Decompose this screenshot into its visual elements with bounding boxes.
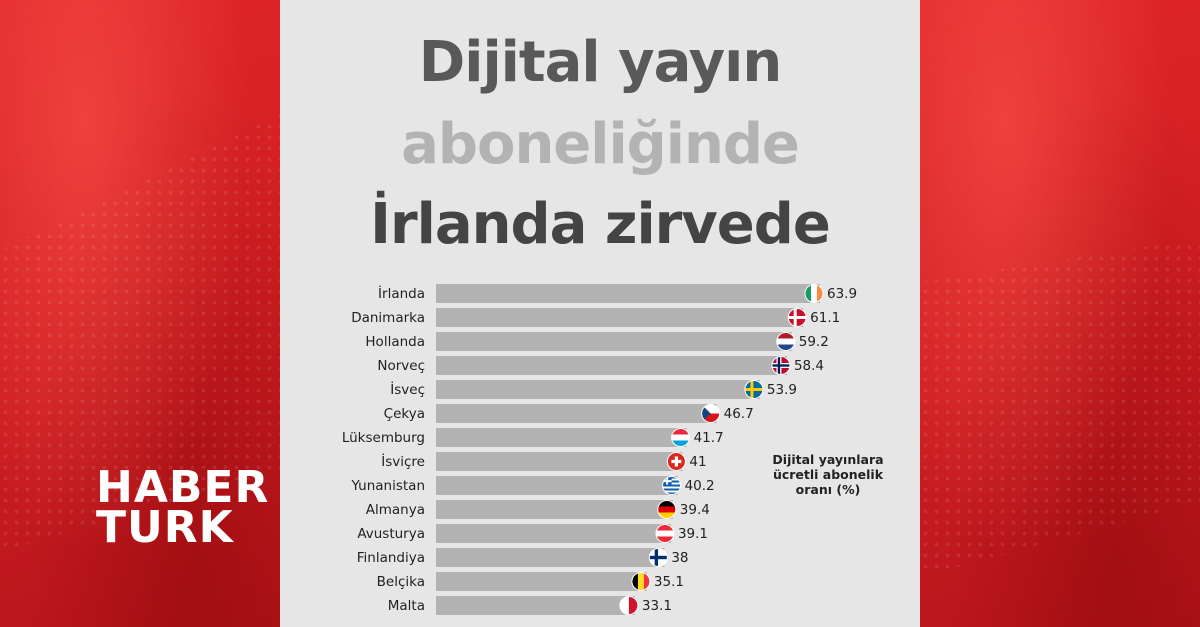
chart-title-line2: aboneliğinde [401,112,800,177]
bar [436,356,787,375]
halftone-pattern [920,238,1200,577]
belgium-flag-icon [631,572,651,591]
value-label: 63.9 [827,286,857,302]
value-label: 41.7 [694,430,724,446]
value-label: 46.7 [724,406,754,422]
category-label: Hollanda [365,334,425,350]
category-label: Çekya [384,406,425,422]
value-label: 61.1 [810,310,840,326]
value-label: 33.1 [642,598,672,614]
value-label: 39.4 [680,502,710,518]
legend-note: Dijital yayınlara ücretli abonelik oranı… [772,452,884,497]
category-label: İsveç [390,380,425,398]
bar [436,428,687,447]
value-label: 38 [671,550,688,566]
bar [436,404,717,423]
bar [436,308,804,327]
category-label: Danimarka [351,310,425,326]
value-label: 53.9 [767,382,797,398]
category-label: İrlanda [378,284,425,302]
bar [436,476,678,495]
value-label: 59.2 [799,334,829,350]
category-label: Norveç [377,358,425,374]
switzerland-flag-icon [666,452,686,471]
bar [436,284,820,303]
greece-flag-icon [662,476,682,495]
category-label: Finlandiya [357,550,425,566]
germany-flag-icon [657,500,677,519]
value-label: 58.4 [794,358,824,374]
bar-chart: İrlanda 63.9 Danimarka 61.1 Hollanda 59.2 Norv… [342,284,857,615]
value-label: 35.1 [654,574,684,590]
bar [436,548,665,567]
value-label: 39.1 [678,526,708,542]
bar [436,524,671,543]
bar [436,332,792,351]
right-background [920,0,1200,627]
category-label: Avusturya [357,526,425,542]
bar [436,380,760,399]
chart-title-line1: Dijital yayın [418,30,782,95]
bar [436,572,647,591]
category-label: Yunanistan [350,478,425,494]
chart-title-line3: İrlanda zirvede [370,192,831,257]
bar [436,596,635,615]
netherlands-flag-icon [776,332,796,351]
value-label: 41 [689,454,706,470]
austria-flag-icon [655,524,675,543]
norway-flag-icon [771,356,791,375]
category-label: Lüksemburg [342,430,425,446]
sweden-flag-icon [744,380,764,399]
value-label: 40.2 [685,478,715,494]
bar [436,452,683,471]
left-background [0,0,280,627]
haberturk-logo: HABER TURK [96,462,270,553]
malta-flag-icon [619,596,639,615]
ireland-flag-icon [804,284,824,303]
category-label: İsviçre [381,452,425,470]
finland-flag-icon [648,548,668,567]
infographic-panel: Dijital yayın aboneliğinde İrlanda zirve… [280,0,920,627]
category-label: Almanya [366,502,425,518]
luxembourg-flag-icon [671,428,691,447]
bar [436,500,673,519]
denmark-flag-icon [787,308,807,327]
logo-line1: HABER [96,462,270,513]
czechia-flag-icon [701,404,721,423]
logo-line2: TURK [96,502,234,553]
category-label: Belçika [377,574,425,590]
category-label: Malta [388,598,425,614]
